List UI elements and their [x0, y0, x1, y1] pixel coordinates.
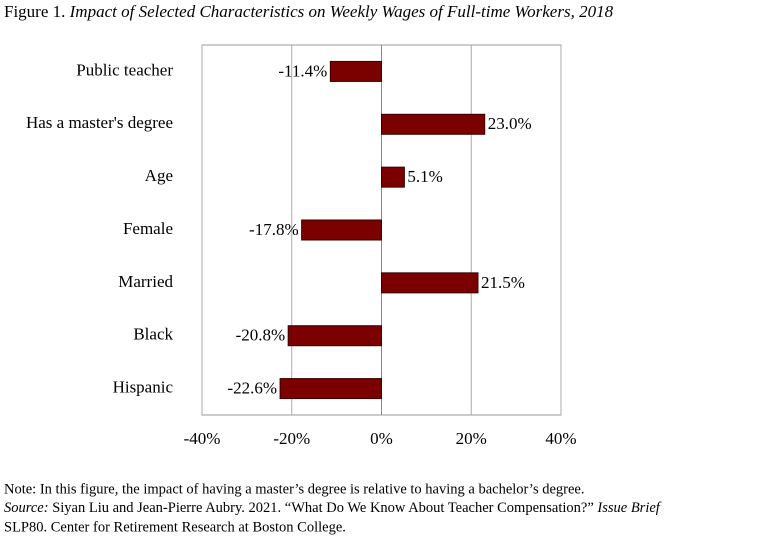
value-label: -20.8% — [236, 326, 286, 345]
y-tick-label: Black — [133, 325, 173, 344]
y-tick-label: Age — [145, 166, 173, 185]
x-tick-label: -40% — [184, 429, 221, 448]
value-label: 21.5% — [481, 273, 525, 292]
publication: Issue Brief — [596, 500, 661, 516]
bar — [381, 166, 405, 188]
figure-label: Figure 1. — [4, 2, 65, 21]
source-label: Source: — [4, 500, 49, 516]
x-tick-label: 0% — [370, 429, 393, 448]
bar — [287, 325, 382, 347]
value-label: -17.8% — [249, 220, 299, 239]
source: Source: Siyan Liu and Jean-Pierre Aubry.… — [4, 500, 662, 516]
bar — [301, 219, 382, 241]
value-label: -11.4% — [278, 61, 327, 80]
bar — [329, 60, 382, 82]
y-tick-label: Has a master's degree — [26, 113, 173, 132]
y-tick-label: Public teacher — [76, 60, 173, 79]
y-tick-label: Hispanic — [113, 377, 174, 396]
value-label: 23.0% — [488, 114, 532, 133]
y-tick-label: Married — [118, 272, 173, 291]
bar — [381, 272, 479, 294]
note: Note: In this figure, the impact of havi… — [4, 481, 584, 497]
source-line-2: SLP80. Center for Retirement Research at… — [4, 519, 346, 535]
bar — [381, 113, 486, 135]
bar — [279, 378, 382, 400]
chart-title: Figure 1. Impact of Selected Characteris… — [4, 2, 614, 21]
y-tick-label: Female — [123, 219, 173, 238]
x-tick-label: 40% — [545, 429, 576, 448]
value-label: -22.6% — [228, 378, 278, 397]
x-tick-label: -20% — [273, 429, 310, 448]
title: Impact of Selected Characteristics on We… — [69, 2, 614, 21]
value-label: 5.1% — [407, 167, 442, 186]
x-tick-label: 20% — [456, 429, 487, 448]
source-text: Siyan Liu and Jean-Pierre Aubry. 2021. “… — [52, 500, 594, 516]
